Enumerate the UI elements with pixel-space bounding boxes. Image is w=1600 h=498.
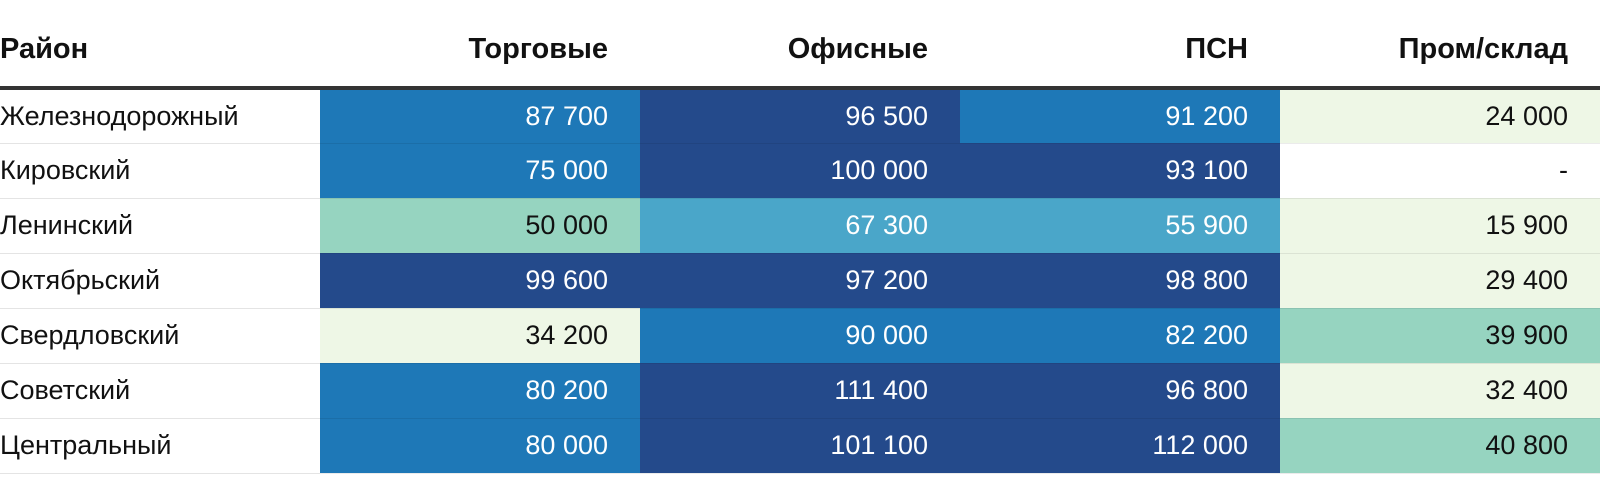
value-cell: 82 200 xyxy=(960,308,1280,364)
column-header-office: Офисные xyxy=(640,0,960,90)
table-header: Район Торговые Офисные ПСН Пром/склад xyxy=(0,0,1600,90)
value-cell: 111 400 xyxy=(640,363,960,419)
table-row: Ленинский 50 000 67 300 55 900 15 900 xyxy=(0,198,1600,254)
value-cell: 15 900 xyxy=(1280,198,1600,254)
value-cell: 91 200 xyxy=(960,88,1280,144)
value-cell: 34 200 xyxy=(320,308,640,364)
value-cell: 50 000 xyxy=(320,198,640,254)
value-cell: 87 700 xyxy=(320,88,640,144)
district-name-cell: Центральный xyxy=(0,418,320,474)
value-cell: 101 100 xyxy=(640,418,960,474)
table-row: Советский 80 200 111 400 96 800 32 400 xyxy=(0,363,1600,419)
value-cell: 67 300 xyxy=(640,198,960,254)
value-cell: 90 000 xyxy=(640,308,960,364)
heatmap-table: Район Торговые Офисные ПСН Пром/склад Же… xyxy=(0,0,1600,474)
district-name-cell: Свердловский xyxy=(0,308,320,364)
value-cell: 32 400 xyxy=(1280,363,1600,419)
value-cell: 24 000 xyxy=(1280,88,1600,144)
column-header-psn: ПСН xyxy=(960,0,1280,90)
table-row: Центральный 80 000 101 100 112 000 40 800 xyxy=(0,418,1600,474)
value-cell: 97 200 xyxy=(640,253,960,309)
value-cell: 29 400 xyxy=(1280,253,1600,309)
value-cell: 100 000 xyxy=(640,143,960,199)
value-cell: 80 000 xyxy=(320,418,640,474)
value-cell: 112 000 xyxy=(960,418,1280,474)
value-cell: 93 100 xyxy=(960,143,1280,199)
table-row: Свердловский 34 200 90 000 82 200 39 900 xyxy=(0,308,1600,364)
value-cell: 96 800 xyxy=(960,363,1280,419)
value-cell: 99 600 xyxy=(320,253,640,309)
value-cell: 40 800 xyxy=(1280,418,1600,474)
value-cell: 98 800 xyxy=(960,253,1280,309)
header-row: Район Торговые Офисные ПСН Пром/склад xyxy=(0,0,1600,90)
district-name-cell: Железнодорожный xyxy=(0,88,320,144)
district-name-cell: Ленинский xyxy=(0,198,320,254)
column-header-district: Район xyxy=(0,0,320,90)
value-cell: - xyxy=(1280,143,1600,199)
column-header-industrial: Пром/склад xyxy=(1280,0,1600,90)
value-cell: 75 000 xyxy=(320,143,640,199)
value-cell: 80 200 xyxy=(320,363,640,419)
table-row: Кировский 75 000 100 000 93 100- xyxy=(0,143,1600,199)
table-row: Октябрьский 99 600 97 200 98 800 29 400 xyxy=(0,253,1600,309)
table-body: Железнодорожный 87 700 96 500 91 200 24 000 К… xyxy=(0,88,1600,474)
district-name-cell: Советский xyxy=(0,363,320,419)
value-cell: 55 900 xyxy=(960,198,1280,254)
district-name-cell: Кировский xyxy=(0,143,320,199)
table-row: Железнодорожный 87 700 96 500 91 200 24 000 xyxy=(0,88,1600,144)
column-header-retail: Торговые xyxy=(320,0,640,90)
district-name-cell: Октябрьский xyxy=(0,253,320,309)
value-cell: 96 500 xyxy=(640,88,960,144)
value-cell: 39 900 xyxy=(1280,308,1600,364)
